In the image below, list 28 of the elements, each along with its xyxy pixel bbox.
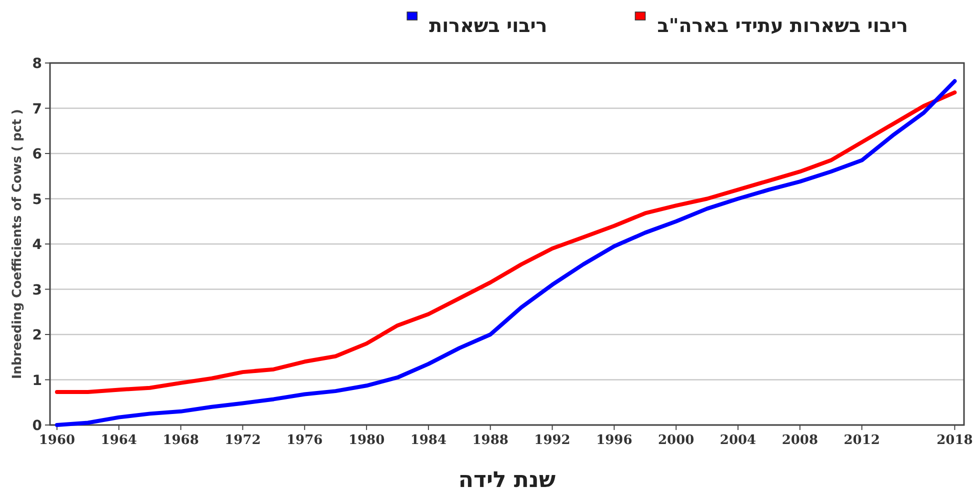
x-axis-title: שנת לידה — [458, 468, 556, 493]
y-tick-label: 5 — [32, 192, 42, 208]
x-tick-label: 1984 — [410, 433, 447, 448]
y-tick-label: 7 — [32, 101, 42, 118]
x-tick-label: 2012 — [844, 433, 880, 448]
x-tick-label: 1976 — [286, 433, 323, 448]
x-tick-label: 2000 — [658, 433, 694, 448]
x-tick-label: 2004 — [720, 433, 756, 448]
y-axis-title: Inbreeding Coefficients of Cows ( pct ) — [9, 108, 24, 380]
x-tick-label: 1992 — [534, 433, 570, 448]
y-tick-label: 3 — [32, 282, 42, 298]
y-tick-label: 2 — [32, 328, 42, 344]
x-tick-label: 1972 — [224, 433, 261, 448]
x-tick-label: 1988 — [472, 433, 508, 448]
y-tick-label: 6 — [32, 146, 42, 162]
x-tick-label: 1996 — [596, 433, 632, 448]
y-tick-label: 0 — [32, 418, 42, 434]
x-tick-label: 2018 — [936, 433, 973, 448]
y-tick-label: 1 — [32, 372, 42, 389]
x-tick-label: 1964 — [100, 433, 137, 448]
legend-label: ריבוי בשארות — [429, 15, 548, 37]
legend-label: ריבוי בשארות עתידי בארה"ב — [657, 15, 908, 37]
x-tick-label: 1960 — [38, 433, 76, 448]
y-tick-label: 4 — [32, 237, 42, 253]
y-tick-label: 8 — [32, 56, 42, 72]
x-tick-label: 2008 — [782, 433, 818, 448]
x-tick-label: 1980 — [348, 433, 385, 448]
x-tick-label: 1968 — [162, 433, 199, 448]
